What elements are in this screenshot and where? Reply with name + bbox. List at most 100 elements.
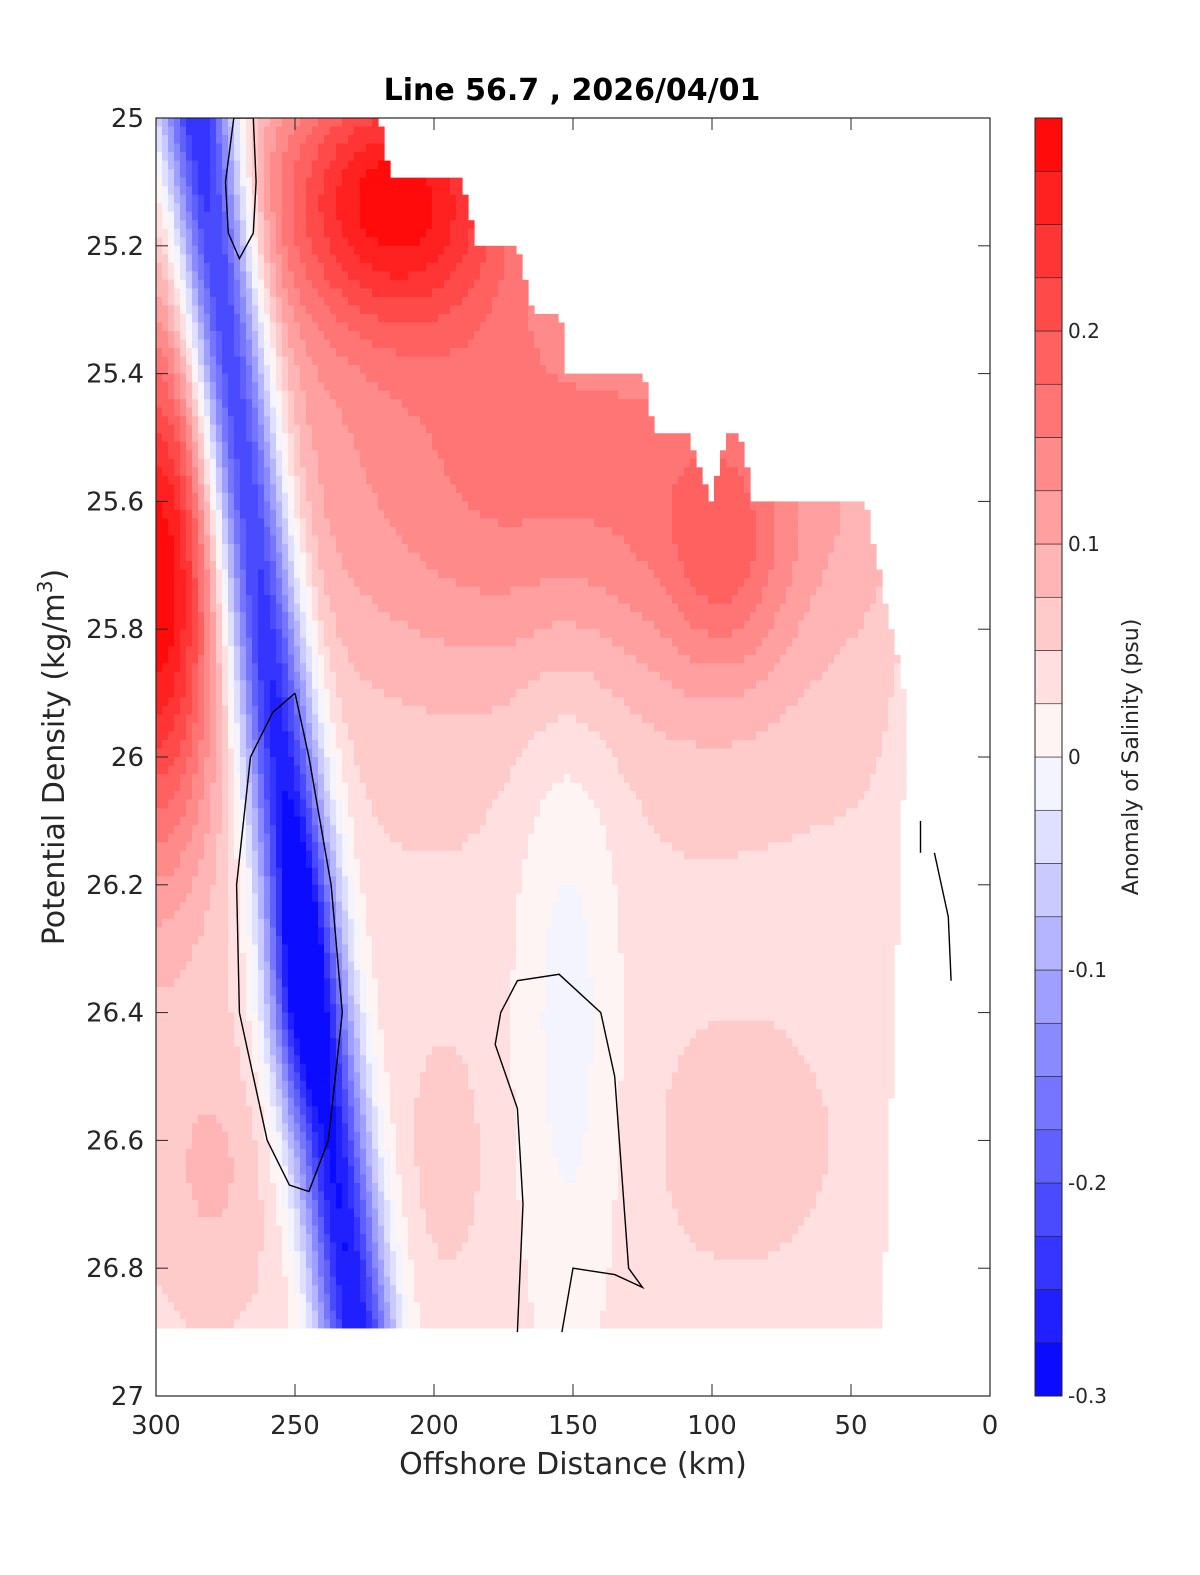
field-cell [624,646,679,656]
field-cell [282,220,295,230]
field-cell [378,1191,385,1201]
field-cell [204,842,217,852]
field-cell [324,893,331,903]
field-cell [258,663,283,673]
field-cell [294,1055,301,1065]
field-cell [864,612,889,622]
field-cell [294,714,301,724]
field-cell [426,1055,463,1065]
field-cell [318,884,325,894]
field-cell [756,544,775,554]
field-cell [294,1200,301,1210]
field-cell [156,646,169,656]
field-cell [276,586,283,596]
field-cell [408,1319,421,1329]
field-cell [246,382,253,392]
field-cell [246,629,253,639]
field-cell [216,407,223,417]
field-cell [360,1072,367,1082]
field-cell [546,1055,595,1065]
field-cell [282,373,289,383]
field-cell [300,1165,307,1176]
field-cell [276,1157,283,1167]
field-cell [330,961,337,971]
field-cell [246,526,265,537]
field-cell [390,833,469,843]
field-cell [330,705,343,715]
field-cell [258,578,265,588]
field-cell [240,160,247,170]
field-cell [222,416,229,426]
field-cell [270,927,277,937]
field-cell [234,220,241,230]
field-cell [588,791,637,801]
field-cell [666,1097,823,1107]
field-cell [276,1208,289,1218]
field-cell [312,1089,331,1099]
field-cell [258,152,265,162]
field-cell [426,1225,469,1235]
field-cell [252,697,259,707]
field-cell [378,1217,385,1227]
field-cell [234,271,241,281]
field-cell [204,433,211,443]
field-cell [330,1080,337,1090]
field-cell [264,1004,271,1014]
field-cell [300,1183,307,1193]
field-cell [330,1251,337,1261]
field-cell [588,1080,619,1090]
field-cell [774,501,799,511]
field-cell [312,799,319,809]
field-cell [180,544,187,554]
field-cell [870,603,889,613]
field-cell [156,663,163,673]
field-cell [294,1234,301,1244]
field-cell [192,211,199,221]
field-cell [366,901,517,911]
field-cell [306,399,337,409]
field-cell [318,1165,325,1176]
field-cell [774,612,805,622]
field-cell [186,305,193,315]
field-cell [264,867,271,877]
field-cell [480,262,505,272]
field-cell [474,1217,523,1227]
field-cell [300,492,307,502]
field-cell [222,237,229,247]
field-cell [276,1106,283,1116]
colorbar-level [1034,1289,1063,1344]
field-cell [354,1055,361,1065]
field-cell [666,1140,829,1150]
field-cell [318,586,325,596]
field-cell [258,501,265,511]
field-cell [246,663,253,673]
field-cell [282,484,289,494]
field-cell [156,561,175,571]
field-cell [396,1217,409,1227]
field-cell [246,978,253,988]
field-cell [258,1038,265,1048]
field-cell [156,978,175,988]
field-cell [366,1217,373,1227]
field-cell [234,484,241,494]
field-cell [210,637,217,647]
field-cell [240,646,247,656]
field-cell [234,467,241,477]
field-cell [246,339,253,349]
field-cell [618,390,649,400]
field-cell [228,578,235,588]
field-cell [198,279,205,289]
field-cell [612,867,901,877]
field-cell [234,152,241,162]
field-cell [234,118,241,128]
field-cell [198,748,211,758]
field-cell [372,1089,379,1099]
field-cell [330,305,361,315]
field-cell [330,595,373,605]
field-cell [264,782,271,792]
field-cell [834,816,901,826]
field-cell [666,1114,829,1124]
field-cell [288,1063,295,1073]
field-cell [234,143,241,153]
field-cell [342,978,349,988]
